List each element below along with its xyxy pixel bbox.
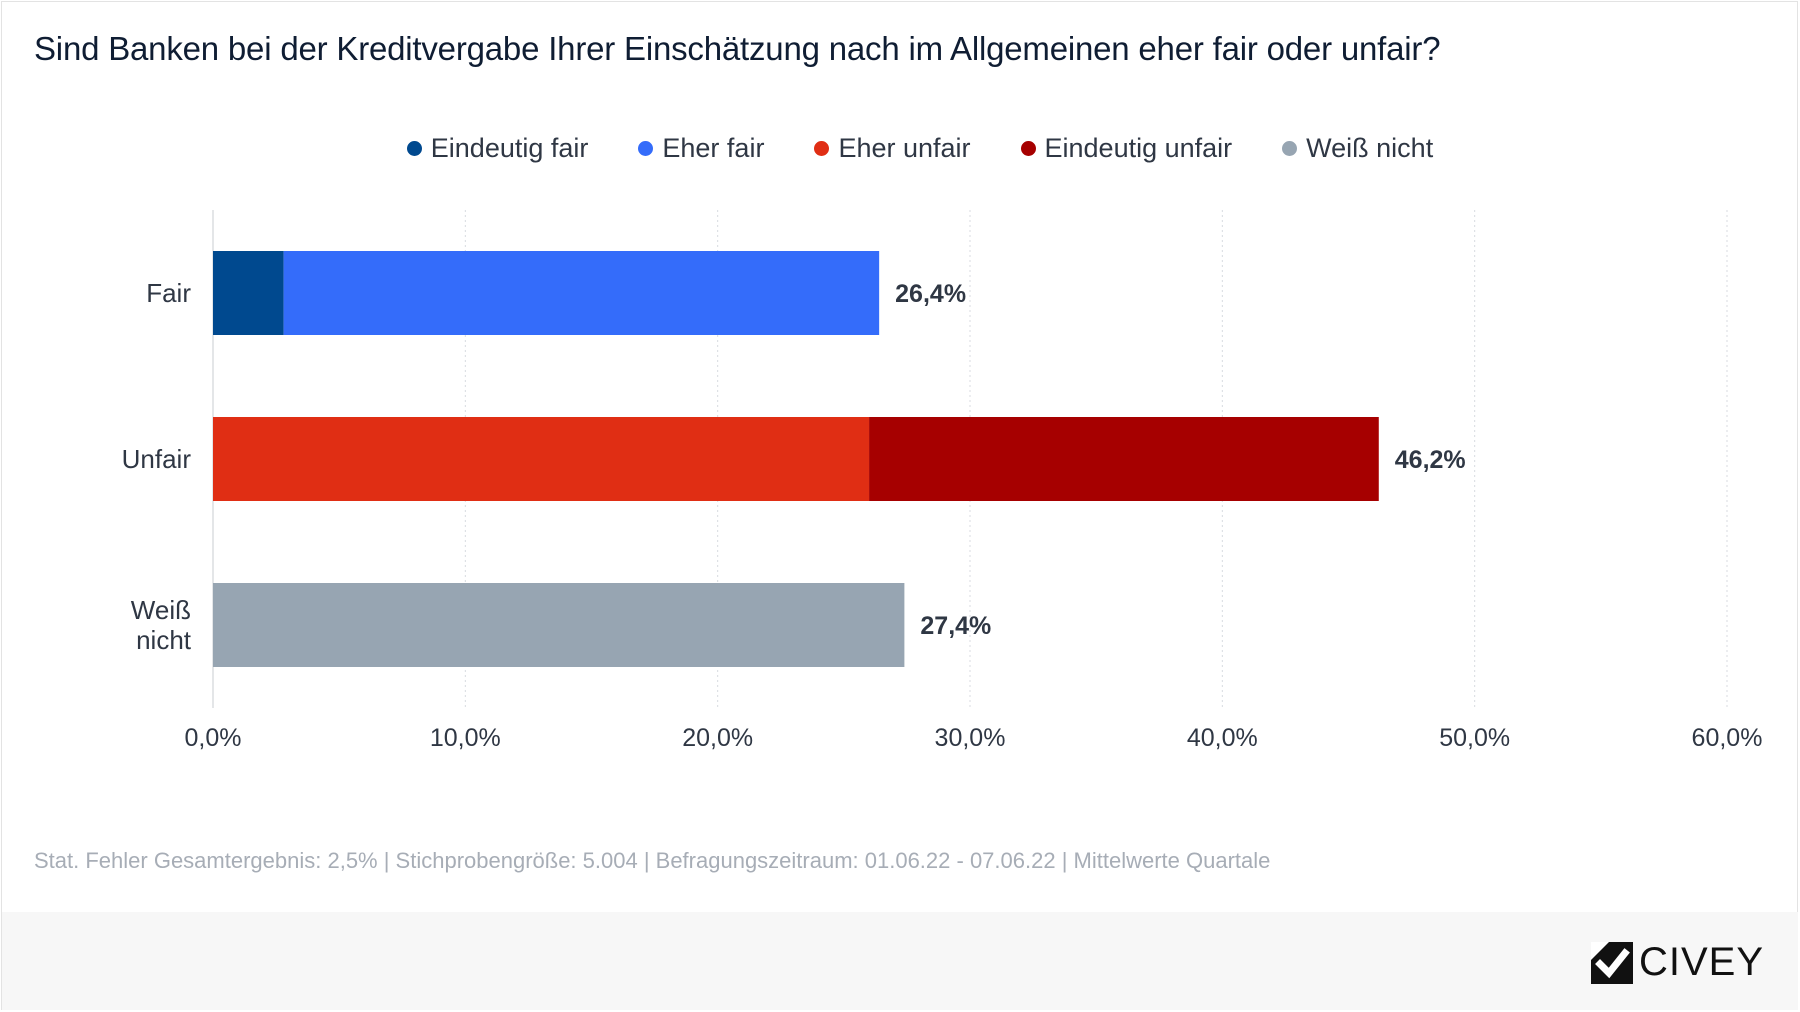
legend-item: Eher unfair (814, 132, 971, 164)
category-label: Weiß (131, 595, 191, 625)
civey-logo-icon (1590, 941, 1633, 984)
category-label: Fair (146, 278, 191, 308)
x-tick-label: 10,0% (430, 724, 501, 752)
footer-note: Stat. Fehler Gesamtergebnis: 2,5% | Stic… (34, 848, 1271, 873)
bar-chart: 0,0% 10,0% 20,0% 30,0% 40,0% 50,0% 60,0% Fair 26… (122, 210, 1763, 752)
x-tick-label: 20,0% (682, 724, 753, 752)
chart-legend: Eindeutig fair Eher fair Eher unfair Eindeu… (0, 128, 1800, 168)
footer-band (2, 912, 1798, 1010)
legend-dot-icon (1282, 140, 1298, 156)
legend-item: Eindeutig unfair (1020, 132, 1233, 164)
x-tick-label: 0,0% (185, 724, 242, 752)
legend-item: Eindeutig fair (406, 132, 589, 164)
bar-segment (869, 417, 1379, 501)
x-tick-label: 30,0% (935, 724, 1006, 752)
category-label: nicht (136, 625, 192, 655)
legend-label: Eher fair (662, 132, 765, 163)
bar-segment (213, 251, 284, 335)
bar-segment (283, 251, 880, 335)
brand-name: CIVEY (1638, 940, 1764, 984)
bar-segment (213, 583, 905, 667)
legend-dot-icon (406, 140, 422, 156)
bar-value-label: 27,4% (920, 612, 991, 640)
bar-segment (213, 417, 870, 501)
legend-item: Eher fair (638, 133, 764, 164)
legend-label: Eindeutig unfair (1044, 132, 1233, 163)
legend-item: Weiß nicht (1282, 133, 1433, 164)
legend-label: Eher unfair (838, 132, 971, 163)
legend-dot-icon (814, 140, 830, 156)
bar-value-label: 26,4% (895, 280, 966, 308)
x-tick-label: 40,0% (1187, 724, 1258, 752)
bar-value-label: 46,2% (1395, 446, 1466, 474)
x-tick-label: 50,0% (1439, 724, 1510, 752)
x-tick-label: 60,0% (1692, 724, 1763, 752)
legend-label: Eindeutig fair (430, 132, 589, 163)
legend-dot-icon (638, 140, 654, 156)
brand-logo: CIVEY (1590, 940, 1764, 985)
category-label: Unfair (122, 444, 192, 474)
chart-title: Sind Banken bei der Kreditvergabe Ihrer … (34, 30, 1441, 67)
legend-label: Weiß nicht (1306, 132, 1434, 163)
legend-dot-icon (1020, 140, 1036, 156)
